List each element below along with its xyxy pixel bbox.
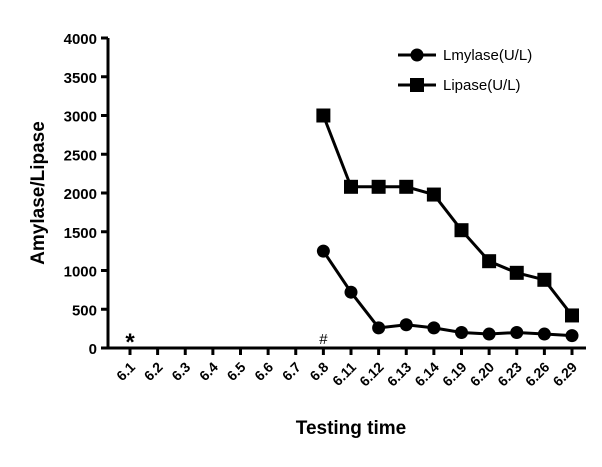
data-point-square <box>537 272 552 287</box>
data-point-square <box>509 265 524 280</box>
legend-item: Lmylase(U/L) <box>398 47 532 64</box>
data-point-square <box>482 254 497 269</box>
x-tick-label: 6.7 <box>279 359 304 384</box>
y-tick-label: 4000 <box>64 31 97 48</box>
annotation-mark: # <box>319 331 328 348</box>
y-tick-label: 3000 <box>64 109 97 126</box>
series-line <box>321 114 574 317</box>
legend-item: Lipase(U/L) <box>398 77 521 94</box>
data-point-square <box>565 308 579 323</box>
data-point-circle <box>565 329 579 343</box>
legend-marker-square <box>410 78 424 92</box>
legend-label: Lmylase(U/L) <box>443 47 532 64</box>
x-axis-label: Testing time <box>296 418 407 439</box>
series-lmylase <box>316 244 579 343</box>
legend-marker-circle <box>410 48 424 62</box>
annotation-mark: * <box>125 329 135 356</box>
series-lipase <box>316 108 579 323</box>
y-axis: 0 500 1000 1500 2000 2500 3000 3500 4000 <box>64 31 110 358</box>
annotations: * # <box>125 329 328 356</box>
data-point-square <box>371 179 386 194</box>
x-tick-label: 6.3 <box>168 359 193 384</box>
y-tick-label: 0 <box>89 341 97 358</box>
data-point-circle <box>537 327 551 341</box>
x-tick-label: 6.2 <box>141 359 166 384</box>
data-point-circle <box>344 285 358 299</box>
data-point-circle <box>427 321 441 335</box>
data-point-circle <box>399 318 413 332</box>
data-point-circle <box>510 326 524 339</box>
data-point-square <box>426 187 441 202</box>
data-point-circle <box>316 244 330 258</box>
data-point-circle <box>482 327 496 341</box>
x-tick-label: 6.8 <box>306 359 331 384</box>
x-tick-label: 6.23 <box>494 359 525 390</box>
y-tick-label: 2000 <box>64 186 97 203</box>
x-tick-label: 6.5 <box>224 359 249 384</box>
x-tick-label: 6.6 <box>251 359 276 384</box>
series-line <box>322 250 573 338</box>
data-point-circle <box>372 321 386 335</box>
x-tick-label: 6.12 <box>356 359 387 390</box>
legend: Lmylase(U/L) Lipase(U/L) <box>398 47 532 94</box>
data-point-circle <box>455 326 468 339</box>
x-tick-label: 6.4 <box>196 359 221 384</box>
legend-label: Lipase(U/L) <box>443 77 521 94</box>
data-point-square <box>344 179 358 194</box>
x-tick-label: 6.14 <box>411 359 442 390</box>
x-tick-label: 6.1 <box>113 359 138 384</box>
x-tick-label: 6.11 <box>329 359 359 389</box>
series-group <box>316 108 579 343</box>
data-point-square <box>316 108 331 123</box>
x-tick-label: 6.19 <box>439 359 470 390</box>
x-tick-label: 6.20 <box>467 359 498 390</box>
y-tick-label: 2500 <box>64 147 97 164</box>
x-tick-label: 6.13 <box>384 359 415 390</box>
y-tick-label: 3500 <box>64 70 97 87</box>
x-tick-label: 6.26 <box>522 359 553 390</box>
data-point-square <box>454 223 469 238</box>
y-tick-label: 1000 <box>64 264 97 281</box>
y-tick-label: 500 <box>72 302 97 319</box>
y-tick-label: 1500 <box>64 225 97 242</box>
x-tick-label: 6.29 <box>550 359 581 390</box>
x-axis: 6.1 6.2 6.3 6.4 6.5 6.6 6.7 6.86.116.126.136.14… <box>107 346 586 390</box>
y-axis-label: Amylase/Lipase <box>28 121 49 265</box>
data-point-square <box>399 179 414 194</box>
